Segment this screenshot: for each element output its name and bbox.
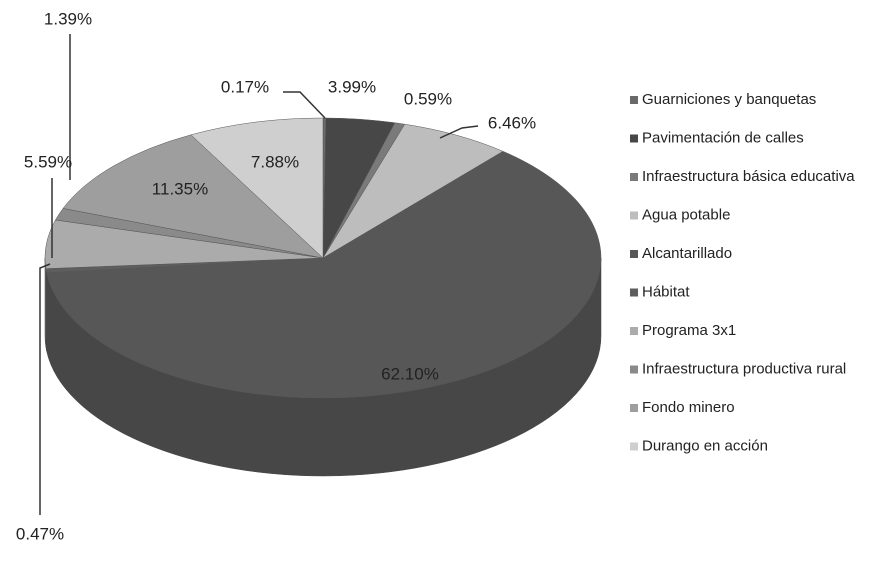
legend-label: Agua potable [642,206,730,223]
legend-swatch [630,96,638,104]
legend-swatch [630,250,638,258]
legend-swatch [630,288,638,297]
legend-label: Pavimentación de calles [642,129,804,146]
legend-label: Infraestructura productiva rural [642,360,846,377]
legend-swatch [630,327,638,335]
pie-slice [190,117,324,259]
data-label: 11.35% [152,179,208,198]
data-label: 62.10% [381,364,439,383]
data-label: 5.59% [24,152,72,171]
data-label: 1.39% [44,9,92,28]
data-label: 0.17% [221,77,269,96]
pie-slice [322,123,504,259]
pie-slice [46,151,602,399]
pie-slice [62,134,324,259]
legend-swatch [630,404,638,412]
leader-line [283,91,326,119]
data-label: 7.88% [251,152,299,171]
legend-label: Alcantarillado [642,245,732,262]
data-labels: 0.17% 3.99% 0.59% 6.46% 62.10% 0.47% 5.59% 1.39… [16,9,536,543]
legend-label: Fondo minero [642,399,735,416]
legend: Guarniciones y banquetas Pavimentación de… [630,91,855,454]
data-label: 3.99% [328,77,376,96]
legend-label: Hábitat [642,283,690,300]
legend-label: Programa 3x1 [642,322,736,339]
leader-lines [39,34,479,515]
legend-label: Durango en acción [642,437,768,454]
data-label: 6.46% [488,113,536,132]
legend-label: Guarniciones y banquetas [642,91,816,108]
pie-tops [44,117,602,399]
legend-label: Infraestructura básica educativa [642,168,855,185]
legend-swatch [630,442,638,451]
leader-line [39,263,51,515]
legend-swatch [630,211,638,220]
legend-swatch [630,134,638,143]
pie-side [44,257,47,347]
data-label: 0.59% [404,89,452,108]
legend-swatch [630,365,638,374]
data-label: 0.47% [16,524,64,543]
legend-swatch [630,173,638,181]
leader-line [439,125,479,139]
